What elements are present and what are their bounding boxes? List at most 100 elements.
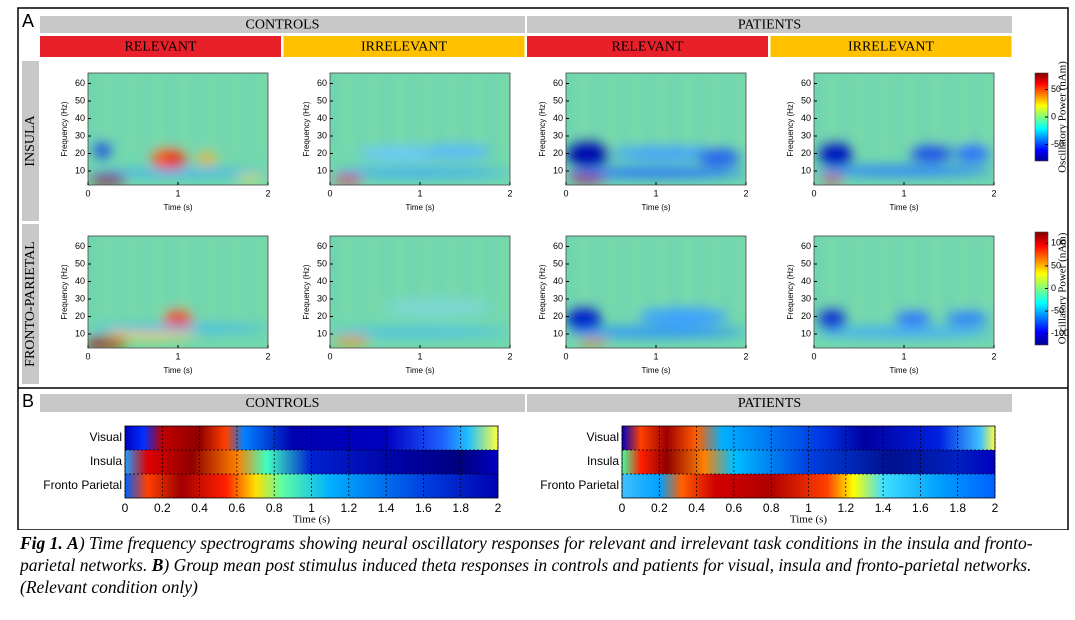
blob: [578, 339, 608, 347]
texture: [104, 73, 109, 152]
y-tick-label: 20: [75, 311, 85, 321]
y-tick-label: 50: [317, 258, 327, 268]
colorbar-tick-label: -100: [1051, 328, 1069, 338]
figure: A B CONTROLS PATIENTS RELEVANT IRRELEVANT RE…: [17, 7, 1069, 530]
texture: [738, 236, 743, 315]
x-tick-label: 0: [811, 351, 816, 361]
texture: [489, 236, 494, 315]
spectrogram-blobs: [88, 236, 268, 348]
texture: [673, 236, 678, 315]
texture: [502, 236, 507, 315]
x-tick-label: 0.4: [688, 501, 705, 515]
blob: [638, 307, 728, 326]
row-label: Visual: [90, 430, 122, 444]
texture: [582, 73, 587, 152]
texture: [333, 73, 338, 152]
x-tick-label: 2: [743, 188, 748, 198]
x-tick-label: 1.8: [949, 501, 966, 515]
colorbar-tick-label: -50: [1051, 305, 1064, 315]
y-tick-label: 50: [801, 95, 811, 105]
blob: [235, 174, 265, 182]
texture: [130, 236, 135, 315]
y-axis-label: Frequency (Hz): [786, 264, 795, 319]
texture: [398, 73, 403, 152]
texture: [195, 73, 200, 152]
y-tick-label: 60: [553, 78, 563, 88]
texture: [660, 73, 665, 152]
texture: [895, 236, 900, 315]
texture: [437, 73, 442, 152]
colorbar-tick-label: 0: [1051, 111, 1056, 121]
texture: [182, 236, 187, 315]
texture: [450, 73, 455, 152]
texture: [712, 236, 717, 315]
caption-b: B: [151, 555, 164, 575]
blob: [945, 311, 989, 326]
texture: [411, 73, 416, 152]
y-tick-label: 30: [801, 293, 811, 303]
y-tick-label: 10: [317, 165, 327, 175]
panel-label: B: [22, 391, 34, 411]
heatmap-frame: [621, 425, 996, 499]
spectrogram: [814, 73, 994, 185]
x-axis-label: Time (s): [293, 514, 331, 526]
colorbar-tick-label: 0: [1051, 283, 1056, 293]
x-tick-label: 1.2: [837, 501, 854, 515]
caption: Fig 1. A) Time frequency spectrograms sh…: [20, 532, 1070, 616]
blob: [566, 139, 610, 168]
texture: [960, 236, 965, 315]
blob: [88, 325, 268, 333]
texture: [247, 73, 252, 152]
x-tick-label: 1: [653, 351, 658, 361]
header-bar: [527, 394, 1012, 412]
row-label: Visual: [587, 430, 619, 444]
frame: [17, 7, 1069, 530]
texture: [947, 73, 952, 152]
texture: [260, 73, 265, 152]
texture: [973, 236, 978, 315]
texture: [686, 236, 691, 315]
texture: [208, 236, 213, 315]
x-tick-label: 1: [308, 501, 315, 515]
x-tick-label: 2: [507, 188, 512, 198]
x-tick-label: 0.2: [651, 501, 668, 515]
colorbar-label: Oscillatory Power (nAm): [1057, 232, 1069, 344]
y-tick-label: 60: [75, 78, 85, 88]
header-bar: [40, 394, 525, 412]
y-tick-label: 60: [317, 241, 327, 251]
blob: [330, 168, 510, 178]
y-tick-label: 50: [75, 95, 85, 105]
blob: [566, 167, 746, 178]
texture: [608, 73, 613, 152]
spectrogram: [814, 236, 994, 348]
blob: [88, 169, 268, 177]
texture: [843, 236, 848, 315]
texture: [921, 73, 926, 152]
texture: [463, 236, 468, 315]
y-axis-label: Frequency (Hz): [302, 101, 311, 156]
texture: [450, 236, 455, 315]
x-tick-label: 0: [85, 351, 90, 361]
y-tick-label: 10: [75, 328, 85, 338]
y-tick-label: 20: [75, 148, 85, 158]
header-label: RELEVANT: [611, 40, 684, 55]
blob: [566, 327, 746, 338]
y-tick-label: 30: [553, 293, 563, 303]
y-tick-label: 40: [75, 113, 85, 123]
x-tick-label: 0: [122, 501, 129, 515]
panel-label: A: [22, 11, 34, 31]
x-tick-label: 0.6: [229, 501, 246, 515]
texture: [830, 73, 835, 152]
spectrogram-blobs: [330, 73, 510, 185]
texture: [882, 236, 887, 315]
texture: [647, 236, 652, 315]
caption-text: ) Time frequency spectrograms showing ne…: [20, 533, 1033, 575]
texture: [333, 236, 338, 315]
texture: [234, 236, 239, 315]
x-tick-label: 2: [992, 501, 999, 515]
y-tick-label: 60: [75, 241, 85, 251]
blob: [165, 153, 184, 164]
y-axis-label: Frequency (Hz): [60, 101, 69, 156]
texture: [856, 236, 861, 315]
row-label: INSULA: [23, 114, 38, 166]
